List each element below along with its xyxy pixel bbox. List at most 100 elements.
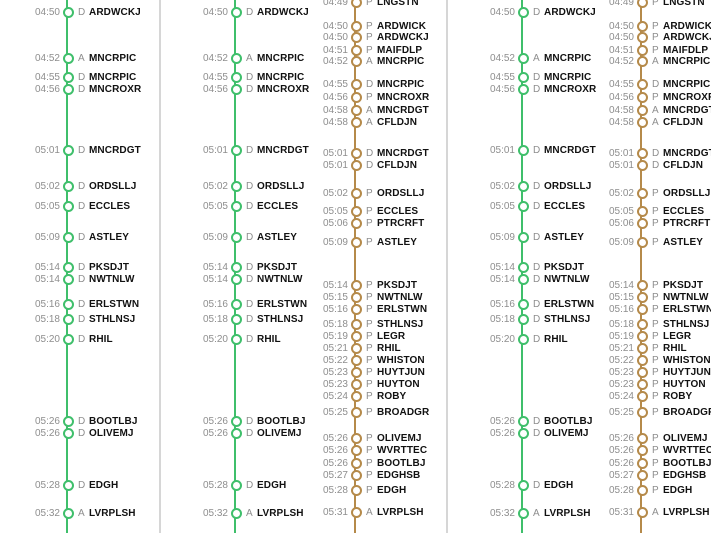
stop-type: P xyxy=(366,280,373,291)
stop-type: D xyxy=(652,79,660,90)
stop-marker-icon xyxy=(637,280,648,291)
stop-name: MNCRPIC xyxy=(89,53,137,64)
stop-type: P xyxy=(652,92,659,103)
stop-name: OLIVEMJ xyxy=(257,428,302,439)
stop-time: 05:18 xyxy=(608,319,634,330)
stop-type: D xyxy=(246,84,254,95)
stop-name: BOOTLBJ xyxy=(663,458,711,469)
stop-time: 05:26 xyxy=(608,433,634,444)
stop-time: 04:50 xyxy=(489,7,515,18)
stop-type: D xyxy=(533,181,541,192)
stop-marker-icon xyxy=(637,32,648,43)
stop-type: P xyxy=(652,407,659,418)
stop-type: D xyxy=(78,428,86,439)
stop-time: 04:52 xyxy=(202,53,228,64)
stop-type: P xyxy=(366,21,373,32)
stop-marker-icon xyxy=(63,181,74,192)
stop-type: P xyxy=(652,319,659,330)
route-line xyxy=(354,0,356,533)
stop-name: ARDWICK xyxy=(377,21,427,32)
stop-name: MNCRPIC xyxy=(377,56,425,67)
stop-marker-icon xyxy=(63,428,74,439)
panel-divider xyxy=(446,0,448,533)
stop-name: MAIFDLP xyxy=(377,45,423,56)
stop-name: CFLDJN xyxy=(377,160,418,171)
stop-name: WVRTTEC xyxy=(663,445,711,456)
stop-name: EDGH xyxy=(377,485,407,496)
stop-type: P xyxy=(652,445,659,456)
stop-type: P xyxy=(652,433,659,444)
stop-type: P xyxy=(366,319,373,330)
stop-marker-icon xyxy=(231,84,242,95)
stop-name: RHIL xyxy=(89,334,113,345)
stop-type: P xyxy=(366,292,373,303)
stop-name: EDGH xyxy=(663,485,693,496)
stop-type: P xyxy=(366,367,373,378)
stop-marker-icon xyxy=(518,299,529,310)
stop-type: P xyxy=(652,45,659,56)
stop-type: D xyxy=(533,428,541,439)
stop-name: EDGH xyxy=(89,480,119,491)
stop-type: P xyxy=(652,32,659,43)
stop-marker-icon xyxy=(231,334,242,345)
stop-marker-icon xyxy=(63,145,74,156)
stop-marker-icon xyxy=(231,416,242,427)
stop-time: 05:01 xyxy=(608,148,634,159)
stop-marker-icon xyxy=(637,237,648,248)
stop-marker-icon xyxy=(351,343,362,354)
stop-marker-icon xyxy=(63,201,74,212)
stop-type: P xyxy=(652,355,659,366)
stop-name: HUYTJUN xyxy=(377,367,425,378)
stop-type: A xyxy=(366,507,373,518)
stop-type: A xyxy=(533,53,540,64)
stop-time: 05:26 xyxy=(489,416,515,427)
stop-time: 05:24 xyxy=(322,391,348,402)
stop-type: D xyxy=(78,480,86,491)
stop-type: P xyxy=(366,470,373,481)
stop-type: D xyxy=(246,314,254,325)
stop-name: BROADGR xyxy=(663,407,711,418)
stop-name: ASTLEY xyxy=(544,232,585,243)
stop-time: 04:58 xyxy=(322,105,348,116)
stop-type: D xyxy=(533,7,541,18)
stop-time: 05:26 xyxy=(489,428,515,439)
stop-time: 05:22 xyxy=(608,355,634,366)
stop-time: 05:02 xyxy=(34,181,60,192)
stop-time: 04:50 xyxy=(322,21,348,32)
stop-time: 05:22 xyxy=(322,355,348,366)
stop-marker-icon xyxy=(63,72,74,83)
stop-time: 05:09 xyxy=(202,232,228,243)
stop-type: D xyxy=(78,201,86,212)
stop-type: P xyxy=(366,445,373,456)
stop-marker-icon xyxy=(637,470,648,481)
stop-time: 05:05 xyxy=(202,201,228,212)
stop-name: LVRPLSH xyxy=(89,508,136,519)
stop-name: STHLNSJ xyxy=(89,314,136,325)
stop-marker-icon xyxy=(231,262,242,273)
stop-marker-icon xyxy=(637,56,648,67)
stop-type: P xyxy=(366,343,373,354)
stop-name: ASTLEY xyxy=(377,237,418,248)
stop-time: 05:23 xyxy=(608,379,634,390)
stop-marker-icon xyxy=(518,416,529,427)
stop-marker-icon xyxy=(351,79,362,90)
stop-type: D xyxy=(246,299,254,310)
stop-name: RHIL xyxy=(377,343,401,354)
stop-marker-icon xyxy=(518,84,529,95)
stop-marker-icon xyxy=(351,45,362,56)
stop-type: A xyxy=(533,508,540,519)
panel-divider xyxy=(159,0,161,533)
stop-marker-icon xyxy=(351,21,362,32)
stop-name: MNCRDGT xyxy=(663,105,711,116)
stop-time: 05:23 xyxy=(322,379,348,390)
stop-type: A xyxy=(652,507,659,518)
stop-type: A xyxy=(78,508,85,519)
stop-marker-icon xyxy=(637,343,648,354)
stop-time: 05:15 xyxy=(322,292,348,303)
stop-type: P xyxy=(652,21,659,32)
stop-marker-icon xyxy=(637,391,648,402)
stop-name: MNCRPIC xyxy=(544,72,592,83)
stop-name: ORDSLLJ xyxy=(89,181,137,192)
stop-marker-icon xyxy=(518,201,529,212)
stop-name: HUYTON xyxy=(663,379,706,390)
